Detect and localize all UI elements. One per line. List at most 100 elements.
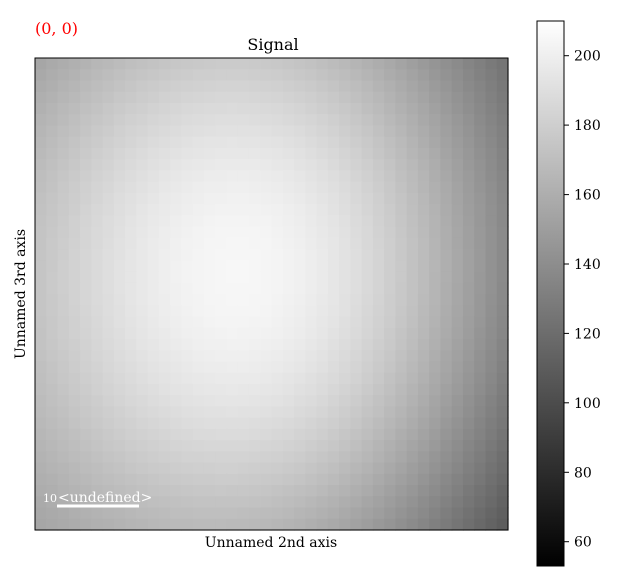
heatmap-cell [215, 361, 228, 374]
heatmap-cell [496, 260, 509, 273]
heatmap-cell [271, 260, 284, 273]
heatmap-cell [474, 69, 487, 82]
heatmap-cell [181, 417, 194, 430]
heatmap-cell [474, 406, 487, 419]
heatmap-cell [417, 496, 430, 509]
heatmap-cell [125, 485, 137, 497]
heatmap-cell [136, 372, 149, 385]
heatmap-cell [147, 237, 160, 250]
heatmap-cell [226, 372, 239, 385]
heatmap-cell [260, 406, 273, 419]
heatmap-cell [305, 462, 318, 475]
heatmap-cell [429, 282, 442, 295]
heatmap-cell [474, 327, 487, 340]
heatmap-cell [125, 237, 137, 250]
heatmap-cell [57, 518, 70, 531]
heatmap-cell [316, 417, 329, 430]
heatmap-cell [102, 271, 115, 284]
heatmap-cell [158, 485, 171, 497]
heatmap-cell [147, 507, 160, 520]
heatmap-cell [316, 406, 329, 419]
heatmap-cell [339, 428, 351, 441]
heatmap-cell [384, 136, 396, 149]
heatmap-cell [237, 294, 250, 306]
heatmap-cell [181, 181, 194, 194]
heatmap-cell [102, 69, 115, 82]
heatmap-cell [80, 518, 92, 531]
heatmap-cell [316, 372, 329, 385]
heatmap-cell [46, 417, 59, 430]
heatmap-cell [125, 462, 137, 475]
heatmap-cell [316, 226, 329, 239]
heatmap-cell [91, 451, 104, 464]
heatmap-cell [496, 294, 509, 306]
heatmap-cell [451, 350, 464, 363]
heatmap-cell [125, 518, 137, 531]
heatmap-cell [136, 114, 149, 127]
heatmap-cell [125, 58, 137, 70]
heatmap-cell [451, 125, 464, 138]
heatmap-cell [68, 136, 81, 149]
heatmap-cell [248, 147, 261, 160]
heatmap-cell [305, 473, 318, 486]
heatmap-cell [327, 125, 340, 138]
heatmap-cell [237, 361, 250, 374]
heatmap-cell [474, 507, 487, 520]
heatmap-cell [372, 102, 385, 115]
heatmap-cell [181, 237, 194, 250]
heatmap-cell [474, 114, 487, 127]
heatmap-cell [271, 485, 284, 497]
heatmap-cell [485, 428, 498, 441]
heatmap-cell [417, 249, 430, 261]
heatmap-cell [496, 249, 509, 261]
heatmap-cell [485, 485, 498, 497]
heatmap-cell [440, 327, 453, 340]
heatmap-cell [35, 80, 47, 93]
heatmap-cell [136, 147, 149, 160]
heatmap-cell [147, 428, 160, 441]
heatmap-cell [350, 114, 363, 127]
heatmap-cell [91, 260, 104, 273]
heatmap-cell [316, 294, 329, 306]
heatmap-cell [147, 69, 160, 82]
heatmap-cell [248, 350, 261, 363]
plot-frame [34, 57, 509, 531]
heatmap-cell [406, 305, 419, 318]
heatmap-cell [203, 170, 216, 183]
heatmap-cell [384, 327, 396, 340]
heatmap-cell [294, 271, 306, 284]
heatmap-cell [226, 69, 239, 82]
heatmap-cell [440, 260, 453, 273]
heatmap-cell [68, 372, 81, 385]
heatmap-cell [260, 271, 273, 284]
heatmap-cell [282, 428, 295, 441]
heatmap-cell [271, 518, 284, 531]
heatmap-cell [226, 473, 239, 486]
heatmap-cell [440, 372, 453, 385]
heatmap-cell [147, 327, 160, 340]
heatmap-cell [136, 91, 149, 104]
heatmap-cell [294, 316, 306, 329]
heatmap-cell [68, 102, 81, 115]
heatmap-cell [350, 58, 363, 70]
heatmap-cell [91, 383, 104, 396]
heatmap-cell [440, 237, 453, 250]
heatmap-cell [485, 507, 498, 520]
heatmap-cell [294, 372, 306, 385]
heatmap-cell [192, 69, 205, 82]
heatmap-cell [46, 282, 59, 295]
heatmap-cell [384, 125, 396, 138]
heatmap-cell [316, 271, 329, 284]
heatmap-cell [68, 361, 81, 374]
heatmap-cell [57, 147, 70, 160]
heatmap-cell [305, 80, 318, 93]
heatmap-cell [260, 485, 273, 497]
heatmap-cell [203, 451, 216, 464]
heatmap-cell [181, 147, 194, 160]
heatmap-cell [158, 395, 171, 407]
heatmap-cell [57, 125, 70, 138]
heatmap-cell [192, 395, 205, 407]
heatmap-cell [395, 428, 408, 441]
heatmap-cell [260, 80, 273, 93]
heatmap-cell [294, 147, 306, 160]
